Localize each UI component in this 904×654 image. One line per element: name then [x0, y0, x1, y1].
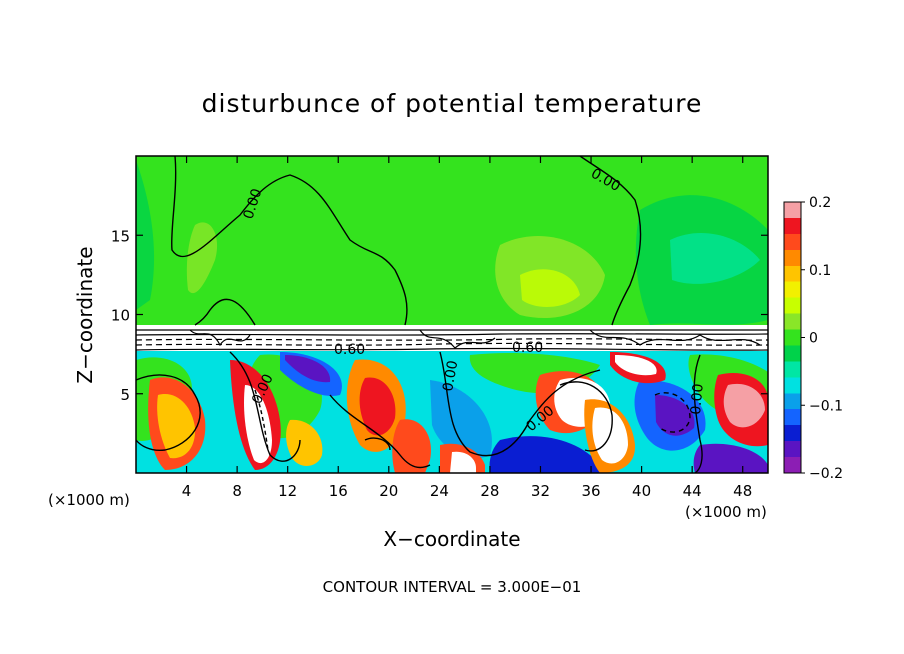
- upper-cyan-core: [670, 232, 760, 284]
- colorbar-tick-label: −0.1: [809, 398, 843, 414]
- x-tick-label: 32: [531, 482, 550, 500]
- contour-line-lower-7: [654, 392, 691, 433]
- y-axis-label: Z−coordinate: [73, 246, 97, 383]
- x-tick-label: 36: [581, 482, 600, 500]
- x-axis-label: X−coordinate: [383, 527, 520, 551]
- upper-yellow-core: [520, 269, 580, 307]
- contour-line-lower-1: [136, 374, 201, 452]
- contour-line-lower-8: [364, 437, 391, 451]
- axis-ticks: [136, 156, 768, 473]
- contour-line-lower-9: [254, 389, 269, 451]
- colorbar-gradient: [783, 201, 802, 474]
- colorbar-tick-label: 0.1: [809, 263, 831, 279]
- x-tick-label: 4: [182, 482, 192, 500]
- upper-green-patch-left: [186, 222, 218, 294]
- contour-line-upper-mid: [194, 298, 256, 326]
- x-unit-right: (×1000 m): [685, 503, 767, 521]
- upper-cyan-patch-left: [136, 160, 155, 310]
- contour-lines: [136, 156, 703, 473]
- contour-interval-note: CONTOUR INTERVAL = 3.000E−01: [323, 578, 582, 596]
- colorbar-ticks: 0.2 0.1 0 −0.1 −0.2: [801, 195, 843, 482]
- tropopause-contours: [136, 329, 768, 351]
- lower-red-4: [392, 419, 431, 473]
- x-tick-label: 8: [232, 482, 242, 500]
- contour-line-lower-2: [229, 351, 301, 462]
- contour-label: 0.00: [440, 359, 461, 392]
- contour-line-upper-right: [579, 156, 642, 326]
- tropopause-band: [136, 325, 768, 351]
- x-tick-label: 20: [379, 482, 398, 500]
- tropo-solid-2: [136, 333, 768, 336]
- tropo-dash-2: [136, 342, 768, 346]
- x-tick-label: 28: [480, 482, 499, 500]
- contour-line-lower-4: [439, 351, 601, 457]
- tropo-squiggle-2: [419, 329, 496, 349]
- x-tick-label: 48: [733, 482, 752, 500]
- tropo-squiggle-1: [189, 329, 251, 347]
- lower-purple-2: [655, 395, 695, 436]
- colorbar-tick-label: −0.2: [809, 466, 843, 482]
- colorbar-tick-label: 0.2: [809, 195, 831, 211]
- tropo-squiggle-3: [589, 329, 761, 346]
- contour-line-upper-left: [170, 156, 408, 326]
- colorbar-tick-label: 0: [809, 331, 818, 347]
- lower-white-1: [244, 385, 272, 464]
- heatmap-field: [136, 156, 768, 473]
- x-tick-label: 24: [430, 482, 449, 500]
- contour-line-lower-5: [559, 381, 613, 452]
- x-tick-label: 44: [683, 482, 702, 500]
- contour-line-lower-6: [693, 354, 703, 473]
- lower-purple-3: [693, 443, 768, 473]
- y-tick-label: 10: [111, 307, 130, 325]
- y-tick-label: 15: [111, 227, 130, 245]
- x-tick-label: 40: [632, 482, 651, 500]
- lower-blue-4: [489, 436, 600, 473]
- contour-label: 0.60: [512, 340, 543, 356]
- lower-purple-1: [285, 355, 331, 383]
- contour-label: 0.00: [688, 383, 707, 415]
- contour-line-lower-3: [329, 394, 431, 469]
- contour-label: 0.60: [334, 342, 365, 358]
- x-tick-label: 12: [278, 482, 297, 500]
- tropo-solid-3: [136, 347, 768, 351]
- y-tick-label: 5: [120, 386, 130, 404]
- x-tick-label: 16: [329, 482, 348, 500]
- lower-yellow-1: [157, 394, 196, 459]
- colorbar: 0.2 0.1 0 −0.1 −0.2: [783, 195, 843, 482]
- x-unit-left: (×1000 m): [48, 491, 130, 509]
- lower-white-4: [615, 355, 657, 376]
- lower-red-3-core: [359, 377, 396, 436]
- lower-white-6: [450, 451, 476, 473]
- lower-blue-2: [430, 380, 492, 459]
- tropo-dash-1: [136, 338, 768, 341]
- lower-white-5: [723, 383, 765, 428]
- chart-title: disturbunce of potential temperature: [202, 89, 703, 118]
